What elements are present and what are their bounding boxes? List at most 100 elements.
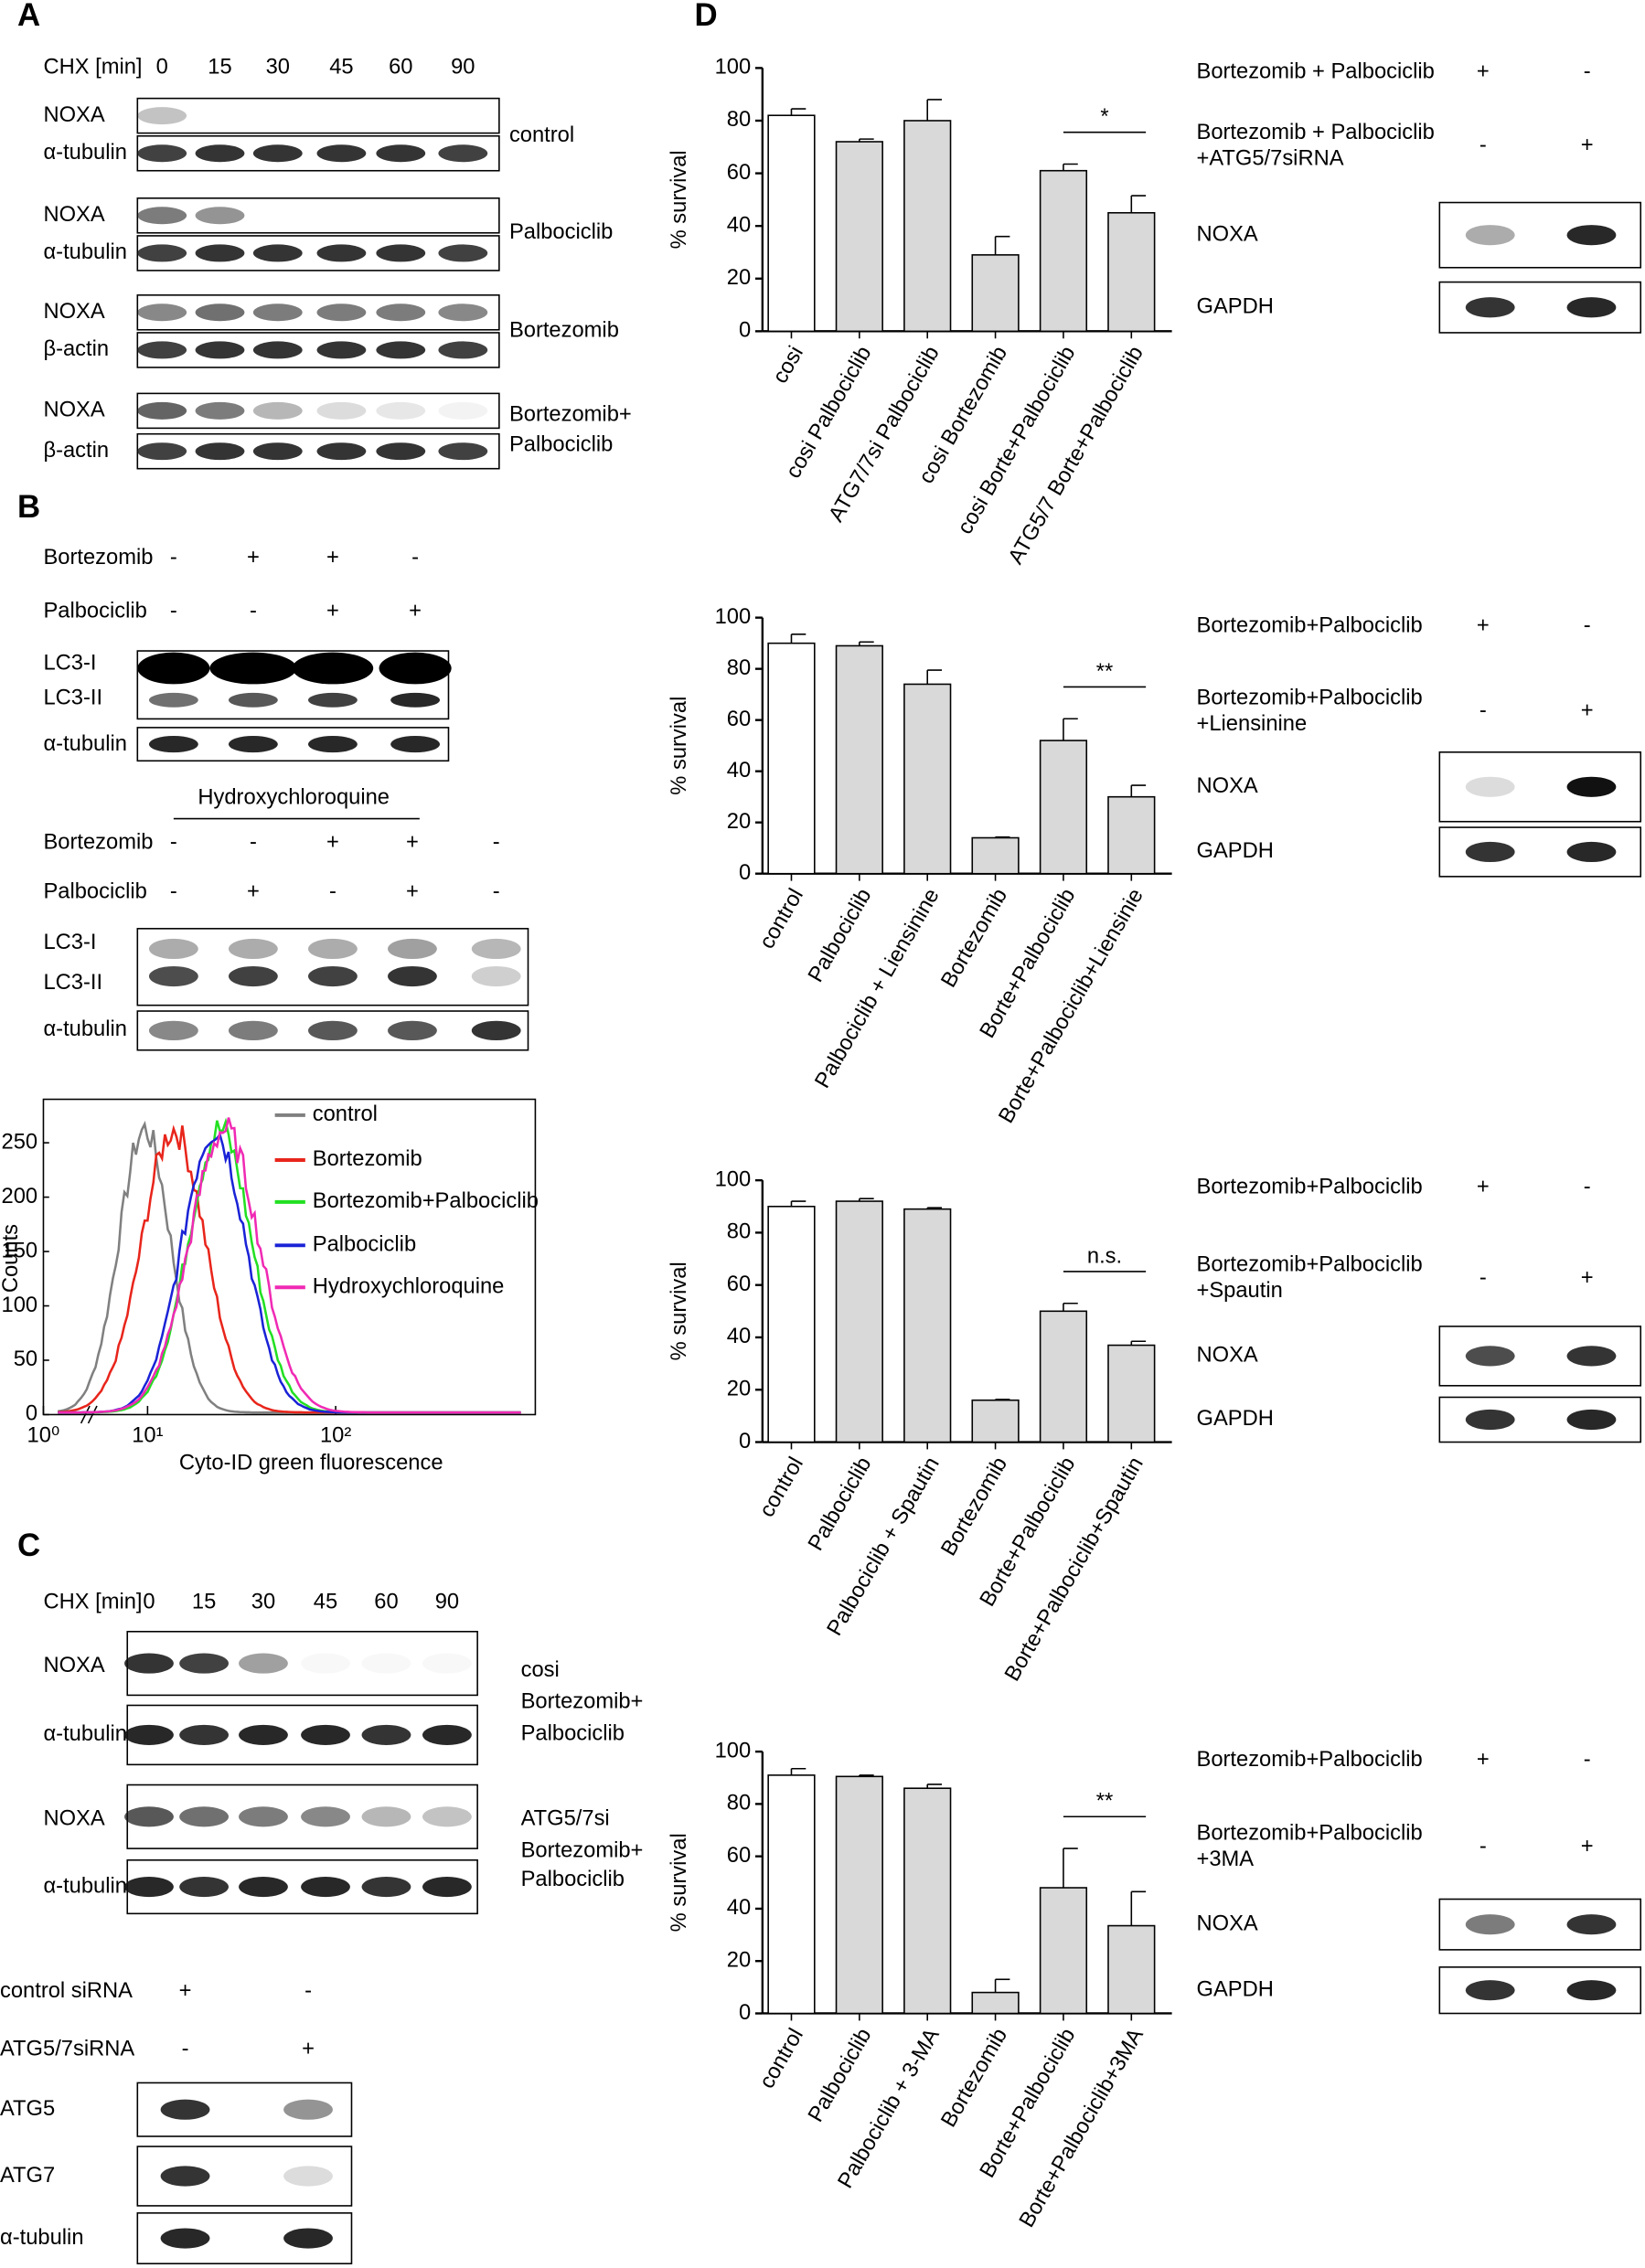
time-label: 0 (156, 56, 168, 80)
treatment-sign: - (1584, 59, 1591, 83)
blot-row-label: α-tubulin (43, 1722, 127, 1746)
treatment-sign: - (1479, 133, 1487, 157)
blot-band (124, 1876, 174, 1898)
blot-band (316, 341, 367, 359)
y-axis-label: % survival (668, 697, 691, 795)
legend-label: Bortezomib+Palbociclib (313, 1189, 539, 1213)
blot-band (209, 652, 297, 685)
blot-band (316, 244, 367, 262)
plot-frame (42, 1098, 537, 1416)
y-tick-label: 0 (26, 1402, 37, 1426)
blot-row-label: GAPDH (1197, 839, 1274, 863)
bar (1039, 1887, 1088, 2015)
blot-row-label: NOXA (1197, 774, 1258, 798)
y-tick-label: 40 (727, 1325, 751, 1348)
blot-band (471, 1020, 521, 1041)
y-tick-label: 60 (727, 708, 751, 731)
treatment-sign: + (326, 546, 339, 570)
bar (971, 1991, 1020, 2015)
blot-band (1566, 1980, 1617, 2001)
bar (835, 644, 883, 875)
y-tick-label: 40 (727, 759, 751, 783)
treatment-sign: + (1477, 1748, 1490, 1772)
blot-band (438, 144, 488, 163)
chx-label: CHX [min] (43, 1590, 142, 1613)
blot-band (252, 442, 303, 461)
legend-label: Bortezomib (313, 1147, 422, 1171)
blot-band (195, 303, 245, 322)
bar (1107, 795, 1156, 875)
y-tick-label: 0 (739, 2001, 751, 2025)
treatment-sign: + (406, 831, 419, 855)
condition-label: ATG5/7si (521, 1807, 610, 1831)
blot-frame (136, 97, 500, 134)
blot-band (137, 442, 187, 461)
blot-band (228, 938, 278, 960)
blot-band (1566, 841, 1617, 863)
blot-band (195, 442, 245, 461)
blot-row-label: NOXA (43, 103, 104, 127)
blot-band (252, 341, 303, 359)
blot-band (1465, 1409, 1515, 1431)
treatment-label: Bortezomib+Palbociclib (1197, 1748, 1423, 1772)
blot-band (195, 207, 245, 225)
significance-label: ** (1096, 1790, 1113, 1814)
blot-band (1465, 776, 1515, 797)
y-tick-label: 100 (715, 1167, 752, 1191)
treatment-sign: - (250, 600, 257, 623)
bar (971, 836, 1020, 875)
y-tick-label: 100 (715, 1739, 752, 1762)
treatment-label: ATG5/7siRNA (0, 2037, 134, 2060)
blot-band (283, 2099, 333, 2120)
bar (903, 120, 952, 333)
blot-band (361, 1806, 411, 1827)
blot-row-label: NOXA (1197, 1344, 1258, 1368)
x-axis-label: Cyto-ID green fluorescence (179, 1452, 443, 1475)
blot-band (124, 1806, 174, 1827)
blot-band (1566, 225, 1617, 246)
blot-band (137, 341, 187, 359)
treatment-sign: - (170, 880, 177, 904)
condition-label: Bortezomib+ (521, 1839, 644, 1863)
blot-row-label: LC3-I (43, 652, 96, 676)
treatment-sign: - (170, 831, 177, 855)
blot-band (1566, 1914, 1617, 1935)
time-label: 60 (389, 56, 412, 80)
blot-band (388, 938, 437, 960)
treatment-label: Bortezomib + Palbociclib (1197, 121, 1435, 144)
blot-band (301, 1724, 350, 1745)
treatment-sign: + (1581, 133, 1594, 157)
bar (1107, 1924, 1156, 2015)
blot-frame (136, 197, 500, 234)
condition-label: Bortezomib+ (521, 1690, 644, 1714)
blot-band (283, 2228, 333, 2249)
condition-label: Palbociclib (521, 1721, 625, 1745)
treatment-sign: + (1581, 699, 1594, 723)
blot-band (228, 1020, 278, 1041)
blot-band (195, 401, 245, 420)
blot-row-label: NOXA (43, 203, 104, 227)
treatment-sign: - (493, 831, 500, 855)
bar (835, 141, 883, 333)
bar (903, 1787, 952, 2015)
treatment-sign: - (1479, 699, 1487, 723)
blot-row-label: NOXA (43, 300, 104, 324)
blot-row-label: GAPDH (1197, 295, 1274, 319)
blot-band (252, 303, 303, 322)
treatment-sign: + (326, 600, 339, 623)
treatment-sign: + (247, 546, 260, 570)
significance-label: n.s. (1087, 1244, 1122, 1268)
histogram-curve (58, 1117, 521, 1414)
blot-band (362, 1654, 411, 1674)
treatment-sign: + (302, 2037, 315, 2060)
time-label: 45 (329, 56, 353, 80)
treatment-sign: + (326, 831, 339, 855)
blot-band (390, 735, 440, 753)
blot-band (179, 1806, 229, 1827)
blot-band (308, 1020, 358, 1041)
treatment-sign: - (170, 546, 177, 570)
chx-label: CHX [min] (43, 56, 142, 80)
y-tick-label: 80 (727, 1792, 751, 1815)
blot-band (195, 244, 245, 262)
